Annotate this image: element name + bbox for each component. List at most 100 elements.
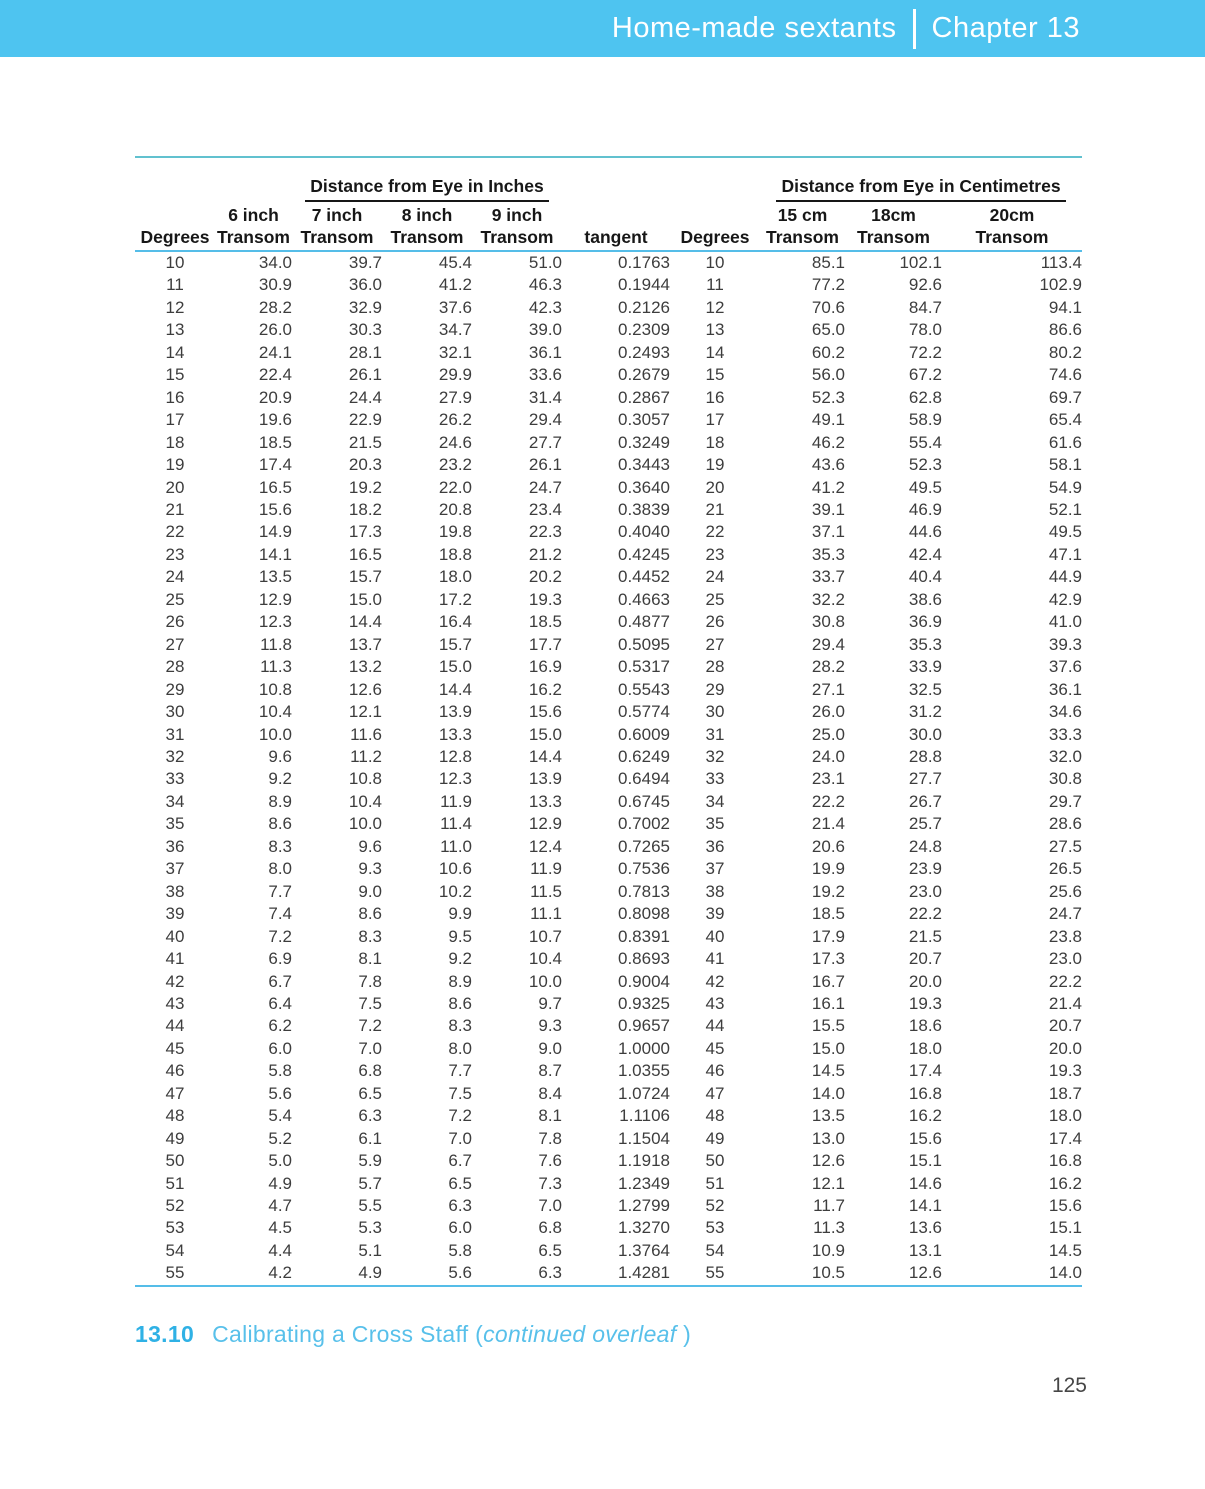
table-cell: 22.0: [438, 477, 472, 497]
table-cell: 11.3: [813, 1218, 845, 1238]
table-cell: 0.4452: [618, 567, 670, 587]
table-cell: 20.9: [258, 387, 292, 407]
table-cell: 18.7: [1048, 1083, 1082, 1103]
table-cell: 19.9: [811, 859, 845, 879]
table-cell: 15.6: [258, 499, 292, 519]
table-cell: 11.2: [350, 746, 382, 766]
table-cell: 12.9: [528, 814, 562, 834]
table-cell: 9.3: [538, 1016, 562, 1036]
group-header-row: Distance from Eye in Inches Distance fro…: [135, 158, 1082, 204]
table-cell: 16.7: [811, 971, 845, 991]
table-cell: 20.2: [528, 567, 562, 587]
table-cell: 15.7: [438, 634, 472, 654]
table-row: 52 4.7 5.5 6.3 7.0 1.2799 52 11.7 14.1 15.6: [135, 1195, 1082, 1217]
table-cell: 4.2: [268, 1263, 292, 1283]
table-cell: 9.5: [448, 926, 472, 946]
table-cell: 10: [705, 253, 725, 272]
table-cell: 11.9: [530, 859, 562, 879]
running-head-chapter: Chapter 13: [931, 12, 1080, 44]
table-cell: 24.7: [1048, 904, 1082, 924]
table-cell: 28.6: [1048, 814, 1082, 834]
col-header-20cm: 20cm: [989, 205, 1035, 225]
table-cell: 42.9: [1048, 589, 1082, 609]
table-cell: 19: [705, 455, 725, 475]
table-cell: 86.6: [1048, 320, 1082, 340]
page-number: 125: [1051, 1373, 1087, 1397]
table-cell: 12.9: [258, 589, 292, 609]
table-cell: 33.3: [1048, 724, 1082, 744]
col-header-15cm: 15 cm: [777, 205, 828, 225]
table-cell: 12.1: [811, 1173, 845, 1193]
table-cell: 39.7: [348, 253, 382, 272]
table-cell: 45: [165, 1038, 185, 1058]
table-cell: 29.4: [811, 634, 845, 654]
table-cell: 13: [705, 320, 725, 340]
table-cell: 7.7: [268, 881, 292, 901]
table-cell: 39: [165, 904, 185, 924]
table-cell: 14.1: [258, 544, 292, 564]
table-row: 26 12.3 14.4 16.4 18.5 0.4877 26 30.8 36.9 41.0: [135, 611, 1082, 633]
table-header: Distance from Eye in Inches Distance fro…: [135, 158, 1082, 252]
table-cell: 14.4: [348, 612, 382, 632]
table-cell: 1.2349: [618, 1173, 670, 1193]
table-cell: 0.3839: [618, 499, 670, 519]
table-cell: 23.9: [908, 859, 942, 879]
table-cell: 16.2: [1048, 1173, 1082, 1193]
table-cell: 10.4: [258, 702, 292, 722]
table-cell: 10.0: [258, 724, 292, 744]
table-cell: 1.2799: [618, 1196, 670, 1216]
table-cell: 4.9: [358, 1263, 382, 1283]
table-cell: 8.9: [448, 971, 472, 991]
table-cell: 43.6: [811, 455, 845, 475]
table-cell: 14.9: [258, 522, 292, 542]
table-cell: 15.0: [348, 589, 382, 609]
table-cell: 11.7: [813, 1196, 845, 1216]
table-cell: 35: [705, 814, 725, 834]
table-cell: 19.6: [258, 410, 292, 430]
table-row: 17 19.6 22.9 26.2 29.4 0.3057 17 49.1 58.9 65.4: [135, 409, 1082, 431]
table-cell: 7.4: [268, 904, 292, 924]
table-cell: 23: [705, 544, 725, 564]
table-cell: 20.6: [811, 836, 845, 856]
table-cell: 19.3: [1048, 1061, 1082, 1081]
table-cell: 18.2: [348, 499, 382, 519]
table-cell: 17.9: [811, 926, 845, 946]
table-cell: 53: [165, 1218, 185, 1238]
table-cell: 20.8: [438, 499, 472, 519]
table-cell: 18.5: [258, 432, 292, 452]
header-divider: [912, 8, 916, 49]
table-cell: 40.4: [908, 567, 942, 587]
table-cell: 27.9: [438, 387, 472, 407]
table-cell: 24.7: [528, 477, 562, 497]
table-cell: 13.1: [908, 1240, 942, 1260]
table-cell: 33.6: [528, 365, 562, 385]
table-cell: 10.5: [811, 1263, 845, 1283]
table-cell: 5.2: [268, 1128, 292, 1148]
table-cell: 6.7: [448, 1151, 472, 1171]
table-cell: 84.7: [908, 297, 942, 317]
table-cell: 51: [705, 1173, 725, 1193]
col-header-transom: Transom: [760, 226, 845, 252]
table-cell: 0.7002: [618, 814, 670, 834]
table-cell: 20.0: [1048, 1038, 1082, 1058]
table-cell: 35: [165, 814, 185, 834]
table-row: 27 11.8 13.7 15.7 17.7 0.5095 27 29.4 35.3 39.3: [135, 634, 1082, 656]
table-cell: 31: [705, 724, 725, 744]
table-cell: 55.4: [908, 432, 942, 452]
table-cell: 6.5: [448, 1173, 472, 1193]
col-header-transom: Transom: [942, 226, 1082, 252]
table-cell: 18.0: [1048, 1106, 1082, 1126]
table-cell: 6.8: [538, 1218, 562, 1238]
table-cell: 23: [165, 544, 185, 564]
table-cell: 23.2: [438, 455, 472, 475]
table-cell: 19.3: [908, 993, 942, 1013]
table-cell: 33.7: [811, 567, 845, 587]
table-cell: 36: [705, 836, 725, 856]
col-header-7inch: 7 inch: [311, 205, 363, 225]
table-cell: 62.8: [908, 387, 942, 407]
figure-caption: 13.10 Calibrating a Cross Staff (continue…: [135, 1321, 1205, 1348]
table-cell: 32.5: [908, 679, 942, 699]
table-cell: 23.1: [811, 769, 845, 789]
table-cell: 32: [165, 746, 185, 766]
table-cell: 15.0: [528, 724, 562, 744]
